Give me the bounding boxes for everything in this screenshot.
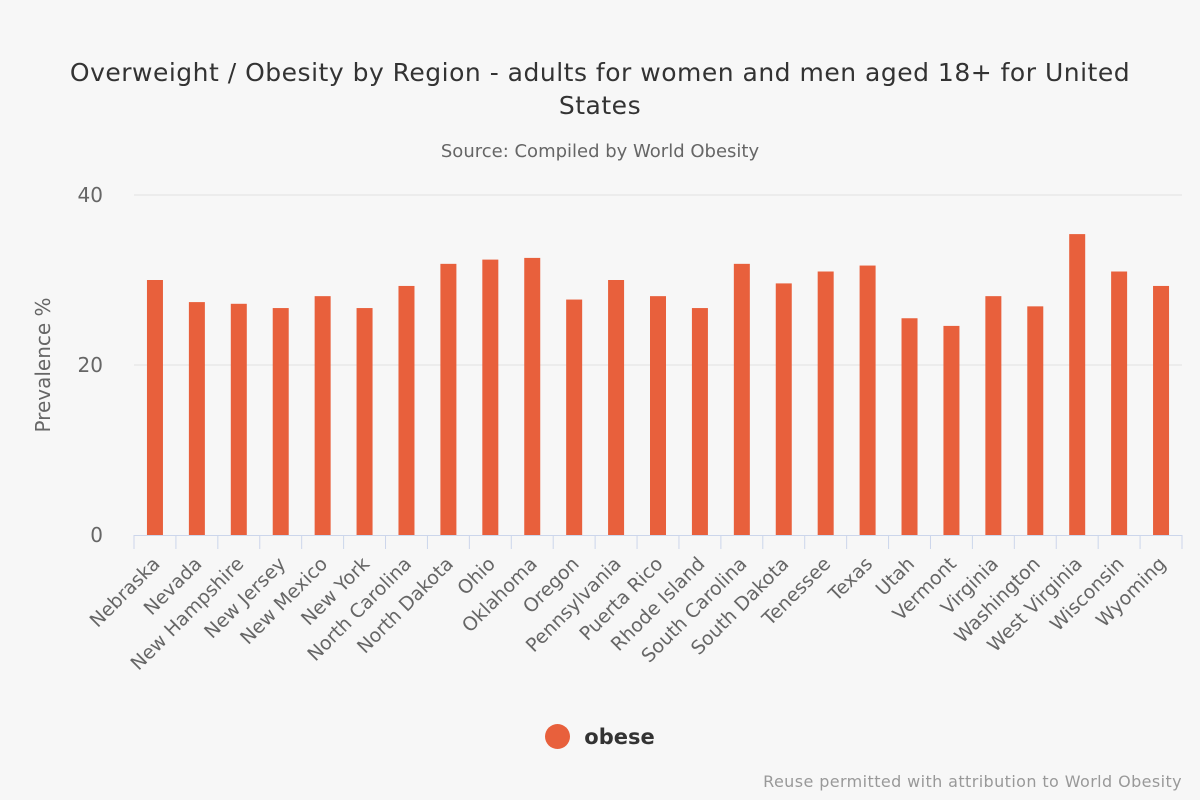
y-tick-label: 20: [78, 353, 103, 377]
bar-tenessee[interactable]: [817, 271, 834, 536]
bar-utah[interactable]: [901, 318, 918, 535]
bar-new-mexico[interactable]: [314, 296, 331, 535]
credits[interactable]: Reuse permitted with attribution to Worl…: [763, 772, 1182, 791]
x-tick-label: Texas: [824, 553, 877, 606]
legend-marker-icon: [545, 724, 571, 749]
chart-title: Overweight / Obesity by Region - adults …: [69, 58, 1131, 120]
bar-oregon[interactable]: [566, 299, 583, 535]
bar-nevada[interactable]: [188, 302, 205, 535]
bar-rhode-island[interactable]: [691, 308, 708, 535]
bar-new-jersey[interactable]: [272, 308, 289, 535]
bar-west-virginia[interactable]: [1069, 234, 1086, 535]
bar-ohio[interactable]: [482, 259, 499, 535]
bar-nebraska[interactable]: [146, 280, 163, 535]
bar-texas[interactable]: [859, 265, 876, 535]
bar-puerta-rico[interactable]: [650, 296, 666, 535]
y-tick-label: 0: [90, 523, 103, 547]
bar-north-dakota[interactable]: [440, 263, 457, 535]
bar-north-carolina[interactable]: [398, 285, 415, 535]
bar-wisconsin[interactable]: [1111, 271, 1128, 536]
bar-washington[interactable]: [1027, 306, 1044, 535]
legend-label[interactable]: obese: [584, 724, 655, 749]
chart-subtitle: Source: Compiled by World Obesity: [440, 141, 760, 162]
bars-group: [146, 234, 1170, 536]
bar-new-hampshire[interactable]: [230, 303, 247, 535]
bar-south-carolina[interactable]: [733, 263, 750, 535]
bar-pennsylvania[interactable]: [608, 280, 625, 535]
legend[interactable]: obese: [0, 724, 1200, 749]
bar-vermont[interactable]: [943, 325, 960, 535]
bar-new-york[interactable]: [356, 308, 373, 535]
y-axis-title: Prevalence %: [31, 297, 55, 432]
y-tick-label: 40: [78, 183, 103, 207]
bar-oklahoma[interactable]: [524, 257, 541, 535]
bar-south-dakota[interactable]: [775, 283, 792, 535]
y-axis: 0 20 40: [78, 183, 103, 547]
bar-wyoming[interactable]: [1153, 285, 1170, 535]
bar-virginia[interactable]: [985, 296, 1002, 535]
